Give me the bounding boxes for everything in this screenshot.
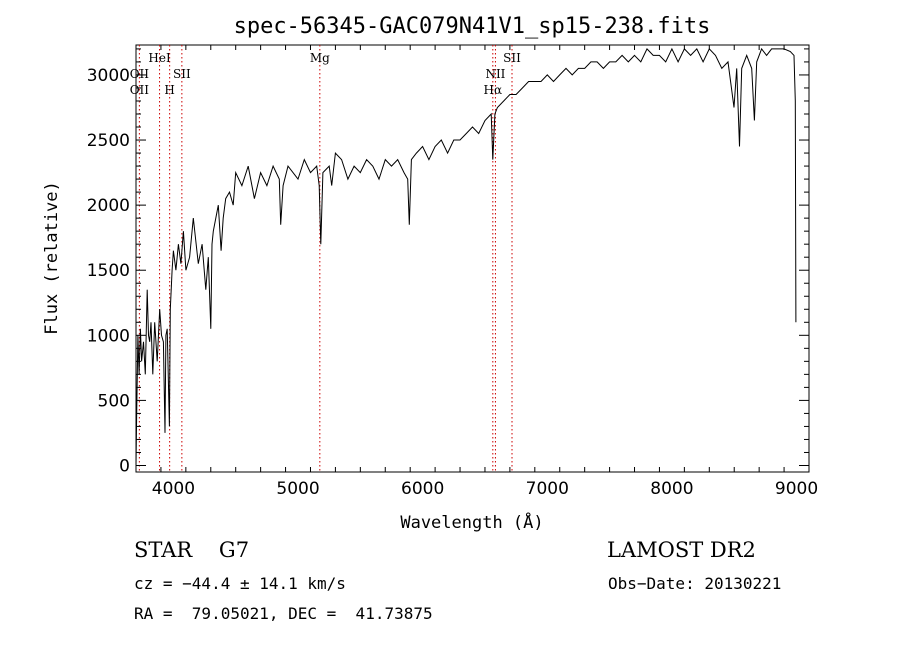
x-axis-label: Wavelength (Å) bbox=[400, 511, 543, 533]
y-tick-label: 3000 bbox=[87, 66, 130, 86]
line-marker-label: HeI bbox=[148, 51, 171, 65]
line-marker-label: OII bbox=[130, 83, 150, 97]
survey-name: LAMOST DR2 bbox=[607, 538, 756, 562]
y-tick-label: 500 bbox=[98, 391, 130, 411]
x-tick-label: 6000 bbox=[401, 479, 444, 499]
object-class: STAR G7 bbox=[134, 538, 250, 562]
line-marker-label: SII bbox=[503, 51, 521, 65]
x-tick-label: 7000 bbox=[526, 479, 569, 499]
line-marker-label: Hα bbox=[484, 83, 503, 97]
coordinates: RA = 79.05021, DEC = 41.73875 bbox=[134, 604, 433, 623]
x-tick-label: 4000 bbox=[152, 479, 195, 499]
line-marker-label: Mg bbox=[310, 51, 330, 65]
spectrum-line bbox=[135, 47, 797, 466]
line-marker-label: SII bbox=[173, 67, 191, 81]
y-tick-label: 2500 bbox=[87, 131, 130, 151]
x-tick-label: 8000 bbox=[650, 479, 693, 499]
line-markers: OII OII HeI H SII Mg NII Hα SII bbox=[130, 45, 521, 472]
line-marker-label: H bbox=[164, 83, 174, 97]
line-marker-label: OII bbox=[130, 67, 150, 81]
plot-frame bbox=[135, 44, 810, 473]
redshift-cz: cz = −44.4 ± 14.1 km/s bbox=[134, 574, 346, 593]
y-tick-label: 1000 bbox=[87, 326, 130, 346]
y-axis-label: Flux (relative) bbox=[42, 181, 62, 335]
chart-title: spec-56345-GAC079N41V1_sp15-238.fits bbox=[234, 14, 711, 39]
line-marker-label: NII bbox=[485, 67, 505, 81]
y-tick-label: 2000 bbox=[87, 196, 130, 216]
x-tick-label: 9000 bbox=[775, 479, 818, 499]
x-tick-label: 5000 bbox=[276, 479, 319, 499]
observation-date: Obs−Date: 20130221 bbox=[608, 574, 782, 593]
y-tick-label: 0 bbox=[119, 456, 130, 476]
y-tick-label: 1500 bbox=[87, 261, 130, 281]
axis-ticks: 4000 5000 6000 7000 8000 9000 0 500 1000 1500 2000… bbox=[87, 45, 818, 499]
